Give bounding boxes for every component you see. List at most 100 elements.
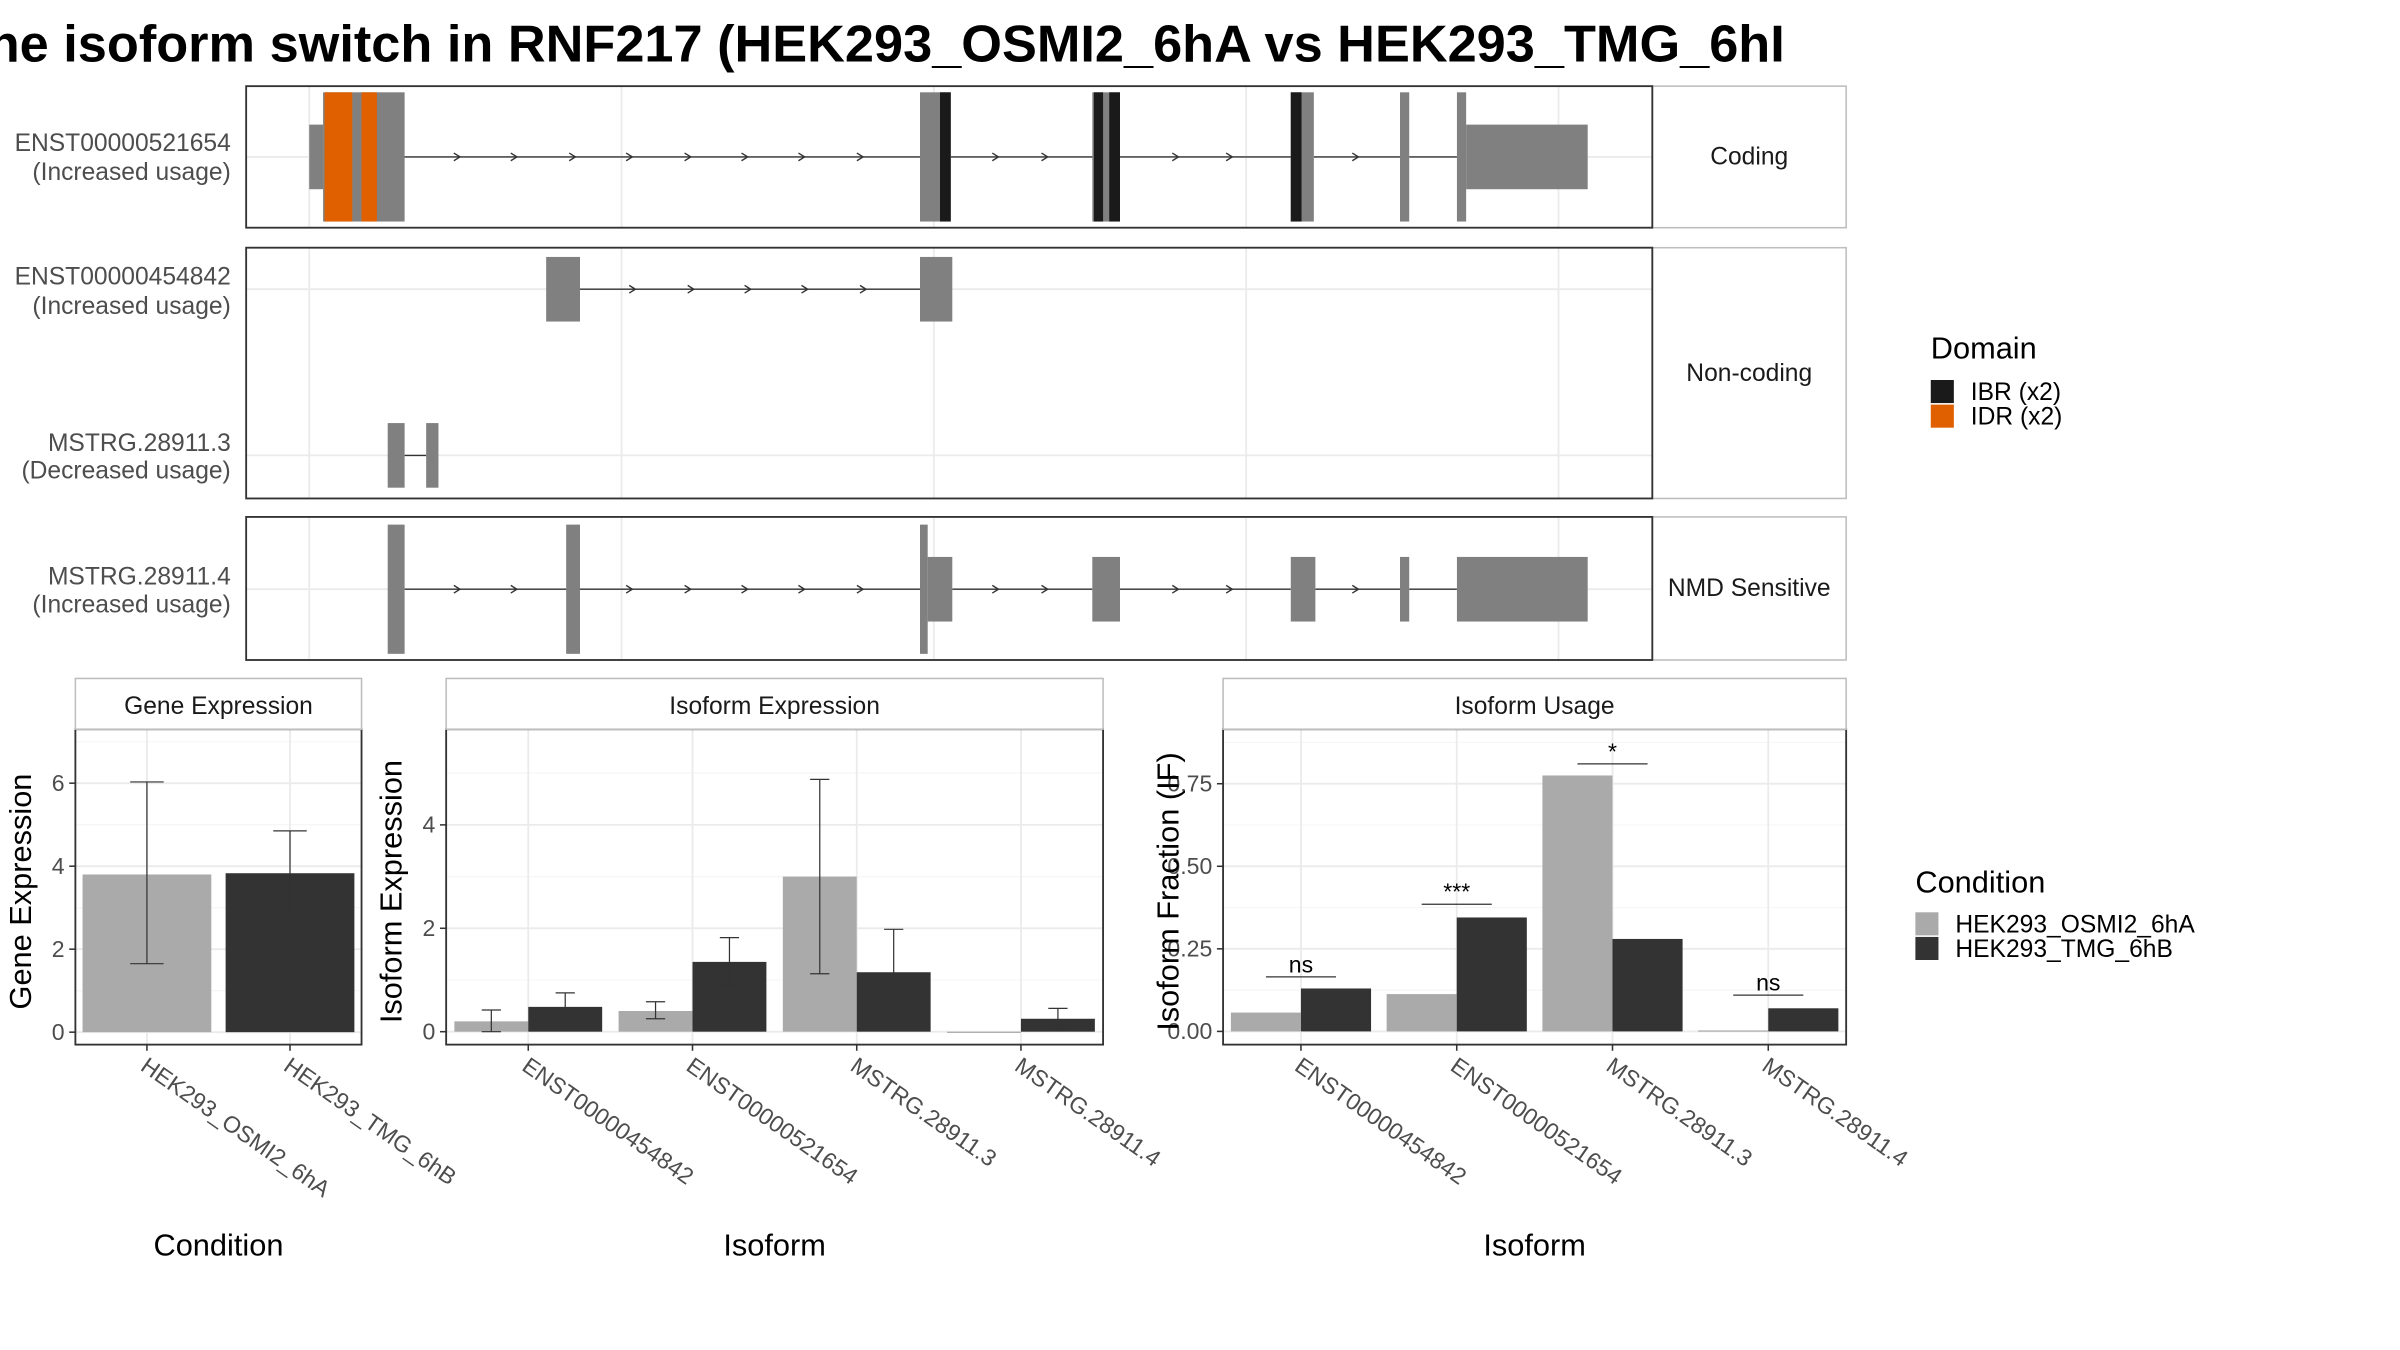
structure-facet-non-coding: Non-coding (246, 246, 1847, 500)
facet-strip (1651, 85, 1847, 229)
intron-direction-arrow (684, 584, 693, 594)
y-tick-label: 0.50 (1167, 853, 1212, 879)
track-id-label: MSTRG.28911.3 (48, 430, 231, 457)
intron-direction-arrow (741, 152, 749, 162)
transcript-MSTRG.28911.4 (387, 524, 1588, 654)
bar (1698, 1030, 1769, 1032)
y-tick-label: 0.00 (1167, 1018, 1212, 1044)
exon-block (1400, 92, 1410, 222)
facet-border (245, 516, 1654, 661)
bar (1768, 1008, 1839, 1032)
intron-direction-arrow (856, 152, 865, 162)
bar (1542, 775, 1613, 1032)
exon-block (387, 524, 405, 654)
intron-direction-arrow (1351, 152, 1360, 162)
intron-direction-arrow (1171, 584, 1180, 594)
track-id-label: MSTRG.28911.4 (48, 564, 231, 591)
y-tick-label: 0 (52, 1019, 65, 1045)
intron-direction-arrow (798, 152, 806, 162)
bar (947, 1031, 1021, 1033)
significance-label: *** (1443, 879, 1470, 905)
track-usage-label: (Increased usage) (32, 159, 230, 186)
y-tick-label: 0.25 (1167, 936, 1212, 962)
exon-block (566, 524, 580, 654)
panel-title: Isoform Expression (669, 693, 880, 720)
isoform-structure-panel: Coding Non-coding NMD Sensitive ENST0000052… (15, 85, 1847, 661)
intron-direction-arrow (568, 152, 577, 162)
y-axis-label: Gene Expression (3, 774, 38, 1010)
intron-direction-arrow (991, 152, 1000, 162)
x-axis-label: Isoform (723, 1227, 826, 1262)
significance-label: * (1608, 738, 1617, 764)
y-axis-label: Isoform Fraction (IF) (1150, 752, 1185, 1030)
panel-title: Isoform Usage (1455, 693, 1615, 720)
intron-direction-arrow (1225, 584, 1234, 594)
intron-direction-arrow (684, 152, 693, 162)
bar (1386, 994, 1457, 1032)
exon-block (1466, 124, 1588, 190)
bar (618, 1011, 693, 1032)
intron-direction-arrow (453, 152, 462, 162)
domain-legend-label: IBR (x2) (1971, 379, 2061, 406)
bar (1456, 917, 1527, 1032)
y-axis-label: Isoform Expression (374, 760, 409, 1023)
exon-block (940, 92, 951, 222)
y-tick-label: 6 (52, 770, 65, 796)
intron-direction-arrow (991, 584, 1000, 594)
intron-direction-arrow (510, 152, 519, 162)
facet-strip-label: Coding (1710, 144, 1788, 171)
facet-strip (1651, 516, 1847, 661)
bar (1612, 938, 1683, 1032)
y-tick-label: 4 (423, 812, 436, 838)
exon-block (1109, 92, 1120, 222)
facet-strip (1651, 246, 1847, 500)
panel-strip (1222, 677, 1847, 731)
y-tick-label: 2 (423, 915, 436, 941)
domain-legend: Domain IBR (x2)IDR (x2) (1930, 330, 2063, 431)
exon-block (309, 124, 324, 190)
exon-block (1290, 92, 1302, 222)
exon-block (1092, 556, 1120, 622)
intron-direction-arrow (510, 584, 519, 594)
condition-legend-swatch (1915, 912, 1939, 936)
bar (1230, 1012, 1301, 1032)
intron-direction-arrow (801, 284, 809, 294)
x-axis-label: Isoform (1483, 1227, 1586, 1262)
transcript-ENST00000454842 (546, 256, 953, 322)
figure-title: he isoform switch in RNF217 (HEK293_OSMI… (0, 16, 1785, 74)
intron-direction-arrow (1351, 584, 1360, 594)
exon-block (927, 556, 953, 622)
bar (1300, 988, 1372, 1032)
intron-direction-arrow (687, 284, 696, 294)
track-usage-label: (Decreased usage) (21, 457, 230, 484)
y-tick-label: 4 (52, 853, 65, 879)
panel-strip (445, 677, 1104, 731)
intron-direction-arrow (741, 584, 749, 594)
exon-block (920, 256, 953, 322)
track-id-label: ENST00000454842 (15, 264, 231, 291)
domain-legend-title: Domain (1931, 330, 2037, 365)
intron-direction-arrow (856, 584, 865, 594)
intron-direction-arrow (625, 584, 634, 594)
intron-direction-arrow (1041, 584, 1049, 594)
intron-direction-arrow (625, 152, 634, 162)
plot-background (446, 729, 1104, 1045)
track-usage-label: (Increased usage) (32, 591, 230, 618)
exon-block (1290, 556, 1316, 622)
condition-legend-swatch (1915, 936, 1939, 960)
exon-block (324, 92, 353, 222)
transcript-ENST00000521654 (309, 92, 1588, 222)
intron-direction-arrow (744, 284, 753, 294)
domain-legend-label: IDR (x2) (1971, 404, 2063, 431)
exon-block (1456, 556, 1588, 622)
domain-legend-swatch (1930, 380, 1954, 404)
intron-direction-arrow (453, 584, 462, 594)
intron-direction-arrow (1225, 152, 1234, 162)
facet-strip-label: Non-coding (1686, 360, 1812, 387)
intron-direction-arrow (798, 584, 806, 594)
exon-block (1456, 92, 1467, 222)
significance-label: ns (1756, 969, 1780, 995)
exon-block (387, 423, 405, 488)
